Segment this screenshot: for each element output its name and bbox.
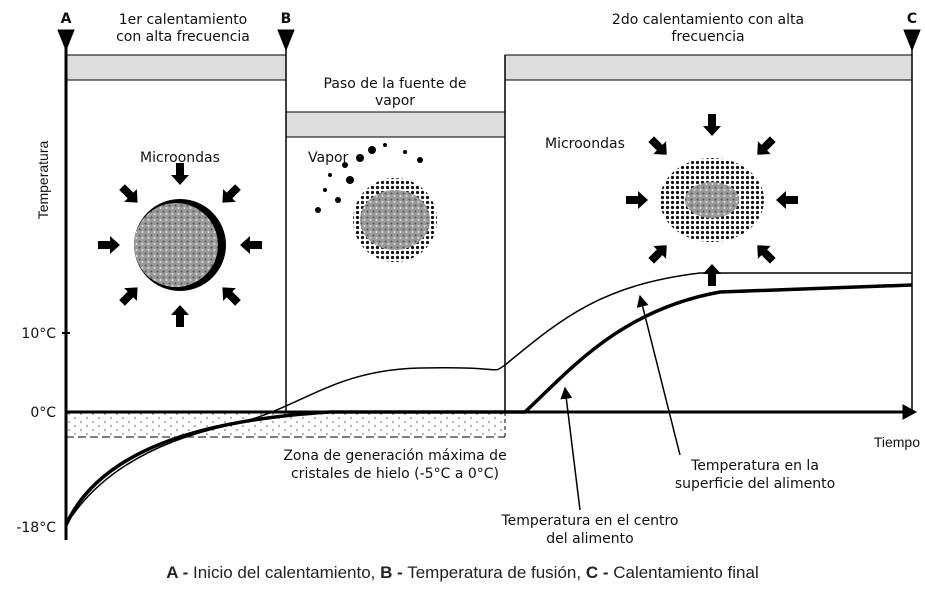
phase-label: con alta frecuencia [116,29,250,45]
steam-dot [383,143,387,147]
caption-text: Temperatura de fusión, [403,563,586,582]
caption-key: C - [586,563,609,582]
wave-arrow [171,305,189,327]
phase-label: vapor [375,93,415,109]
wave-arrow [751,133,779,161]
steam-dot [356,154,364,162]
steam-dot [335,197,341,203]
wave-arrow [116,181,144,209]
steam-dot [368,146,376,154]
annotation: del alimento [546,531,633,547]
steam-dot [323,188,327,192]
wave-arrow [626,191,648,209]
caption: A - Inicio del calentamiento, B - Temper… [0,563,925,583]
caption-text: Calentamiento final [608,563,758,582]
annotation: Zona de generación máxima de [283,448,506,464]
steam-dot [346,176,354,184]
y-axis-title: Temperatura [35,140,51,219]
wave-arrow [776,191,798,209]
y-label: 0°C [30,405,56,421]
wave-arrow [645,133,673,161]
annotation: Temperatura en la [690,458,819,474]
phase-label: 1er calentamiento [119,12,248,28]
phase-label: frecuencia [671,29,744,45]
wave-arrow [171,163,189,185]
icons [134,158,764,291]
phase-label: 2do calentamiento con alta [612,12,804,28]
phase-label: Paso de la fuente de [324,76,467,92]
wave-arrow [216,281,244,309]
caption-text: Inicio del calentamiento, [188,563,380,582]
y-label: -18°C [16,520,56,536]
marker-label: A [61,11,72,27]
caption-key: B - [380,563,403,582]
wave-arrow [116,281,144,309]
wave-arrow [240,236,262,254]
x-axis-title: Tiempo [874,434,920,450]
annotation: Temperatura en el centro [501,513,679,529]
annotation: cristales de hielo (-5°C a 0°C) [291,466,499,482]
diagram: A B C 1er calentamientocon alta frecuencia P… [0,0,925,599]
marker-label: B [281,11,292,27]
wave-arrow [645,239,673,267]
wave-arrow [216,181,244,209]
wave-arrow [98,236,120,254]
annotation: superficie del alimento [675,476,835,492]
marker-label: C [907,11,917,27]
steam-dot [403,150,407,154]
steam-dot [417,157,423,163]
steam-dot [328,173,332,177]
steam-dot [315,207,321,213]
wave-arrow [751,239,779,267]
steam-dot [342,162,348,168]
wave-arrow [703,114,721,136]
icon-label: Microondas [545,136,625,152]
caption-key: A - [166,563,188,582]
y-label: 10°C [21,326,56,342]
wave-arrow [703,264,721,286]
